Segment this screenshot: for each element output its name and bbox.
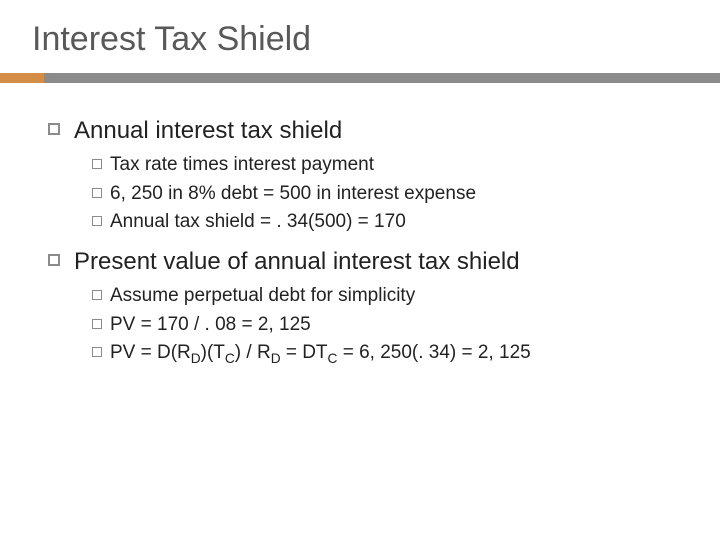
bullet-square-icon xyxy=(92,159,102,169)
bullet-level1: Present value of annual interest tax shi… xyxy=(48,246,688,277)
bullet-level2: PV = 170 / . 08 = 2, 125 xyxy=(92,312,688,339)
bullet-text: Tax rate times interest payment xyxy=(110,152,374,179)
bullet-level2: Annual tax shield = . 34(500) = 170 xyxy=(92,209,688,236)
sub-bullet-group: Assume perpetual debt for simplicityPV =… xyxy=(48,283,688,367)
slide-title: Interest Tax Shield xyxy=(32,20,688,59)
sub-bullet-group: Tax rate times interest payment6, 250 in… xyxy=(48,152,688,236)
bullet-square-icon xyxy=(92,347,102,357)
bullet-text: Present value of annual interest tax shi… xyxy=(74,246,520,277)
bullet-text: Annual tax shield = . 34(500) = 170 xyxy=(110,209,406,236)
title-rule xyxy=(32,73,688,83)
bullet-text: PV = 170 / . 08 = 2, 125 xyxy=(110,312,311,339)
bullet-level1: Annual interest tax shield xyxy=(48,115,688,146)
bullet-level2: PV = D(RD)(TC) / RD = DTC = 6, 250(. 34)… xyxy=(92,340,688,367)
bullet-square-icon xyxy=(92,319,102,329)
bullet-text: PV = D(RD)(TC) / RD = DTC = 6, 250(. 34)… xyxy=(110,340,531,367)
bullet-square-icon xyxy=(92,188,102,198)
slide-body: Annual interest tax shield Tax rate times… xyxy=(32,115,688,367)
bullet-text: 6, 250 in 8% debt = 500 in interest expe… xyxy=(110,181,476,208)
bullet-level2: 6, 250 in 8% debt = 500 in interest expe… xyxy=(92,181,688,208)
bullet-square-icon xyxy=(92,290,102,300)
bullet-text: Assume perpetual debt for simplicity xyxy=(110,283,415,310)
bullet-text: Annual interest tax shield xyxy=(74,115,342,146)
bullet-square-icon xyxy=(48,123,60,135)
rule-accent xyxy=(0,73,44,83)
rule-main xyxy=(44,73,720,83)
bullet-level2: Assume perpetual debt for simplicity xyxy=(92,283,688,310)
bullet-square-icon xyxy=(92,216,102,226)
bullet-level2: Tax rate times interest payment xyxy=(92,152,688,179)
bullet-square-icon xyxy=(48,254,60,266)
